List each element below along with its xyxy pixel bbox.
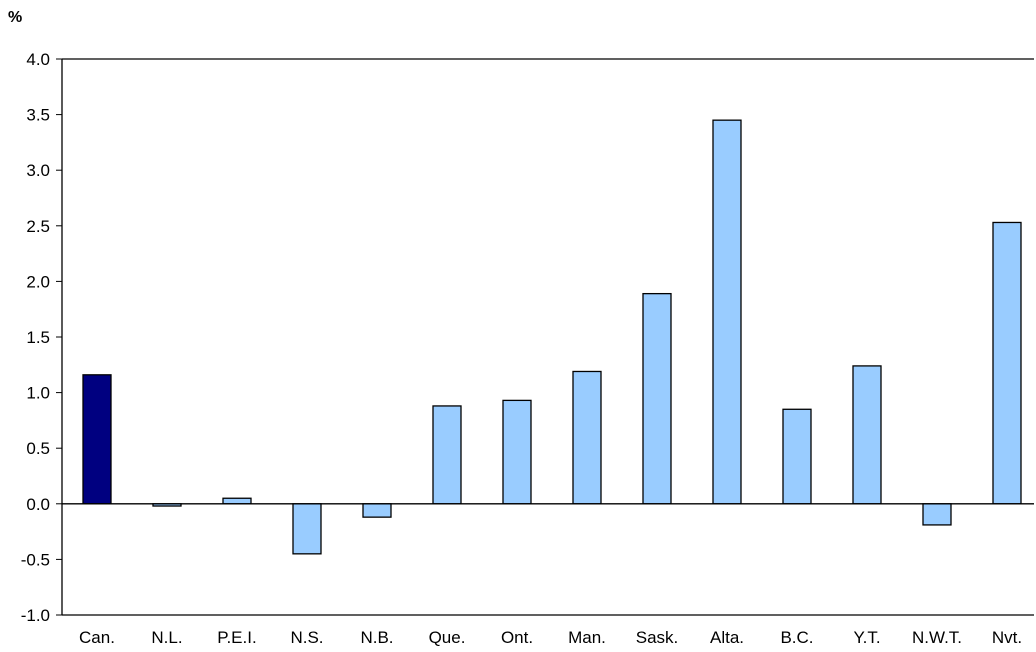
bar-pei [222,497,252,505]
y-tick-label: 0.0 [26,495,50,514]
bar-alta [712,119,742,505]
bar-nb [362,503,392,518]
y-tick-label: -0.5 [21,550,50,569]
bar-yt [852,365,882,505]
bar-nvt [992,221,1022,505]
y-tick-label: 0.5 [26,439,50,458]
bar-que [432,405,462,505]
axes [61,58,1034,616]
x-tick-label: P.E.I. [217,628,256,647]
x-tick-label: Alta. [710,628,744,647]
x-tick-label: Que. [429,628,466,647]
x-tick-label: Y.T. [853,628,880,647]
x-tick-label: B.C. [780,628,813,647]
y-tick-label: 3.5 [26,106,50,125]
y-tick-label: 1.0 [26,384,50,403]
x-tick-label: N.W.T. [912,628,962,647]
bar-ns [292,503,322,555]
x-tick-label: N.S. [290,628,323,647]
bar-nwt [922,503,952,526]
x-tick-label: Nvt. [992,628,1022,647]
y-tick-label: 4.0 [26,50,50,69]
y-tick-label: 1.5 [26,328,50,347]
bar-sask [642,292,672,505]
bar-man [572,370,602,505]
x-axis-labels: Can. N.L. P.E.I. N.S. N.B. Que. Ont. Man. Sask. A… [79,628,1022,647]
bar-can [82,374,112,505]
bar-ont [502,399,532,505]
y-tick-label: -1.0 [21,606,50,625]
x-tick-label: N.L. [151,628,182,647]
bars [82,119,1022,555]
y-tick-label: 3.0 [26,161,50,180]
x-tick-label: Sask. [636,628,679,647]
x-tick-label: N.B. [360,628,393,647]
x-tick-label: Can. [79,628,115,647]
y-axis-ticks: 4.0 3.5 3.0 2.5 2.0 1.5 1.0 0.5 0.0 -0.5 -1.0 [21,50,62,625]
x-tick-label: Ont. [501,628,533,647]
bar-bc [782,408,812,505]
y-tick-label: 2.5 [26,217,50,236]
y-axis-unit-label: % [8,9,22,26]
x-tick-label: Man. [568,628,606,647]
y-tick-label: 2.0 [26,272,50,291]
